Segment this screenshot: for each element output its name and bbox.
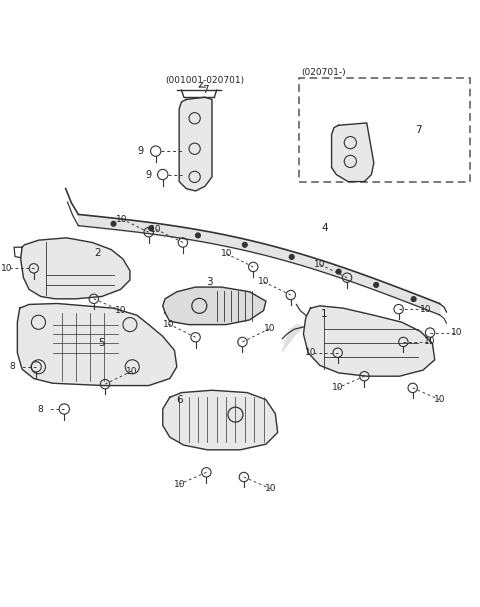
Text: 10: 10 <box>314 260 326 269</box>
Circle shape <box>289 254 294 259</box>
Text: 10: 10 <box>258 277 270 287</box>
Circle shape <box>242 242 247 247</box>
Polygon shape <box>303 306 435 376</box>
Text: 10: 10 <box>150 225 162 234</box>
Text: 6: 6 <box>176 395 182 405</box>
Text: 10: 10 <box>332 384 343 392</box>
Text: 10: 10 <box>305 348 317 358</box>
Text: 10: 10 <box>265 484 276 493</box>
Text: (020701-): (020701-) <box>301 68 346 77</box>
Text: 5: 5 <box>98 338 105 348</box>
Circle shape <box>336 270 341 274</box>
Polygon shape <box>163 287 266 325</box>
Circle shape <box>149 226 154 231</box>
Polygon shape <box>282 325 303 351</box>
Text: 8: 8 <box>37 404 43 413</box>
Text: 10: 10 <box>163 320 174 328</box>
Text: 10: 10 <box>434 395 445 404</box>
Text: 7: 7 <box>415 125 421 135</box>
Text: 1: 1 <box>321 309 328 319</box>
Text: 10: 10 <box>264 324 275 333</box>
Text: 10: 10 <box>420 305 431 314</box>
Text: 10: 10 <box>451 328 463 337</box>
Text: 9: 9 <box>138 146 144 156</box>
Polygon shape <box>332 123 374 181</box>
Text: 10: 10 <box>116 215 128 223</box>
Circle shape <box>411 297 416 302</box>
Text: 10: 10 <box>1 264 12 273</box>
Circle shape <box>195 233 200 238</box>
Text: 4: 4 <box>321 223 328 234</box>
Text: 10: 10 <box>115 306 126 315</box>
Polygon shape <box>17 304 177 385</box>
Text: 10: 10 <box>424 337 436 347</box>
Text: 8: 8 <box>9 362 15 371</box>
Text: 10: 10 <box>126 367 138 376</box>
Text: 2: 2 <box>94 248 100 258</box>
Text: 7: 7 <box>202 85 208 95</box>
Polygon shape <box>21 238 130 299</box>
Text: (001001-020701): (001001-020701) <box>166 76 244 85</box>
Text: 10: 10 <box>221 249 232 259</box>
Polygon shape <box>163 390 277 450</box>
Polygon shape <box>179 97 212 191</box>
Text: 3: 3 <box>206 277 213 287</box>
Text: 9: 9 <box>145 169 151 180</box>
Text: 10: 10 <box>174 480 185 489</box>
Circle shape <box>374 283 378 287</box>
Circle shape <box>111 222 116 226</box>
